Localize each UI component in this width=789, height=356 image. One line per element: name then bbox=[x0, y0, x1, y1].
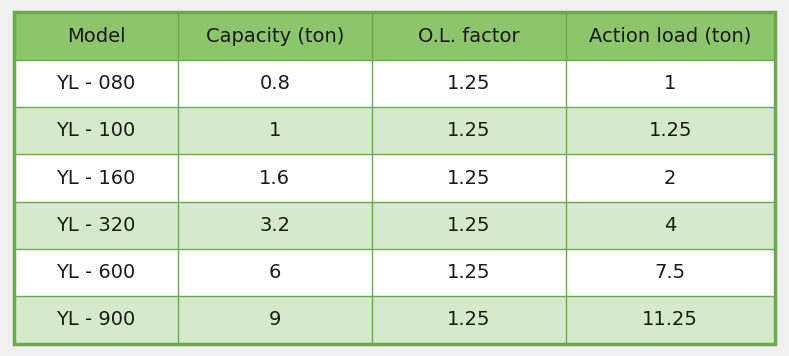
Text: 3.2: 3.2 bbox=[260, 216, 290, 235]
Bar bbox=[178, 296, 372, 344]
Text: YL - 600: YL - 600 bbox=[56, 263, 136, 282]
Bar bbox=[372, 60, 566, 107]
Bar bbox=[14, 249, 178, 296]
Text: 11.25: 11.25 bbox=[642, 310, 698, 329]
Text: 9: 9 bbox=[268, 310, 281, 329]
Text: 1.25: 1.25 bbox=[447, 121, 491, 140]
Bar bbox=[566, 60, 775, 107]
Text: YL - 080: YL - 080 bbox=[56, 74, 136, 93]
Text: YL - 900: YL - 900 bbox=[56, 310, 136, 329]
Bar bbox=[372, 201, 566, 249]
Bar bbox=[372, 249, 566, 296]
Text: Model: Model bbox=[66, 27, 125, 46]
Bar bbox=[178, 201, 372, 249]
Text: 1.25: 1.25 bbox=[447, 310, 491, 329]
Bar bbox=[566, 296, 775, 344]
Text: 1.6: 1.6 bbox=[260, 168, 290, 188]
Bar bbox=[14, 201, 178, 249]
Bar bbox=[372, 107, 566, 155]
Bar bbox=[178, 12, 372, 60]
Bar bbox=[178, 107, 372, 155]
Text: YL - 160: YL - 160 bbox=[56, 168, 136, 188]
Bar bbox=[178, 249, 372, 296]
Bar bbox=[372, 12, 566, 60]
Text: 1: 1 bbox=[268, 121, 281, 140]
Text: 4: 4 bbox=[664, 216, 676, 235]
Text: 2: 2 bbox=[664, 168, 676, 188]
Text: YL - 320: YL - 320 bbox=[56, 216, 136, 235]
Text: 1.25: 1.25 bbox=[649, 121, 692, 140]
Bar bbox=[14, 12, 178, 60]
Bar bbox=[14, 155, 178, 201]
Text: O.L. factor: O.L. factor bbox=[418, 27, 519, 46]
Text: 7.5: 7.5 bbox=[655, 263, 686, 282]
Text: 1.25: 1.25 bbox=[447, 74, 491, 93]
Text: Action load (ton): Action load (ton) bbox=[589, 27, 751, 46]
Bar bbox=[178, 155, 372, 201]
Bar bbox=[178, 60, 372, 107]
Bar bbox=[372, 155, 566, 201]
Bar bbox=[566, 12, 775, 60]
Bar bbox=[566, 107, 775, 155]
Bar bbox=[14, 107, 178, 155]
Text: 1: 1 bbox=[664, 74, 676, 93]
Text: 0.8: 0.8 bbox=[260, 74, 290, 93]
Bar bbox=[14, 60, 178, 107]
Bar bbox=[14, 296, 178, 344]
Text: YL - 100: YL - 100 bbox=[56, 121, 136, 140]
Bar bbox=[566, 155, 775, 201]
Text: 1.25: 1.25 bbox=[447, 216, 491, 235]
Text: Capacity (ton): Capacity (ton) bbox=[205, 27, 344, 46]
Text: 1.25: 1.25 bbox=[447, 168, 491, 188]
Bar bbox=[566, 249, 775, 296]
Text: 6: 6 bbox=[268, 263, 281, 282]
Text: 1.25: 1.25 bbox=[447, 263, 491, 282]
Bar bbox=[566, 201, 775, 249]
Bar bbox=[372, 296, 566, 344]
